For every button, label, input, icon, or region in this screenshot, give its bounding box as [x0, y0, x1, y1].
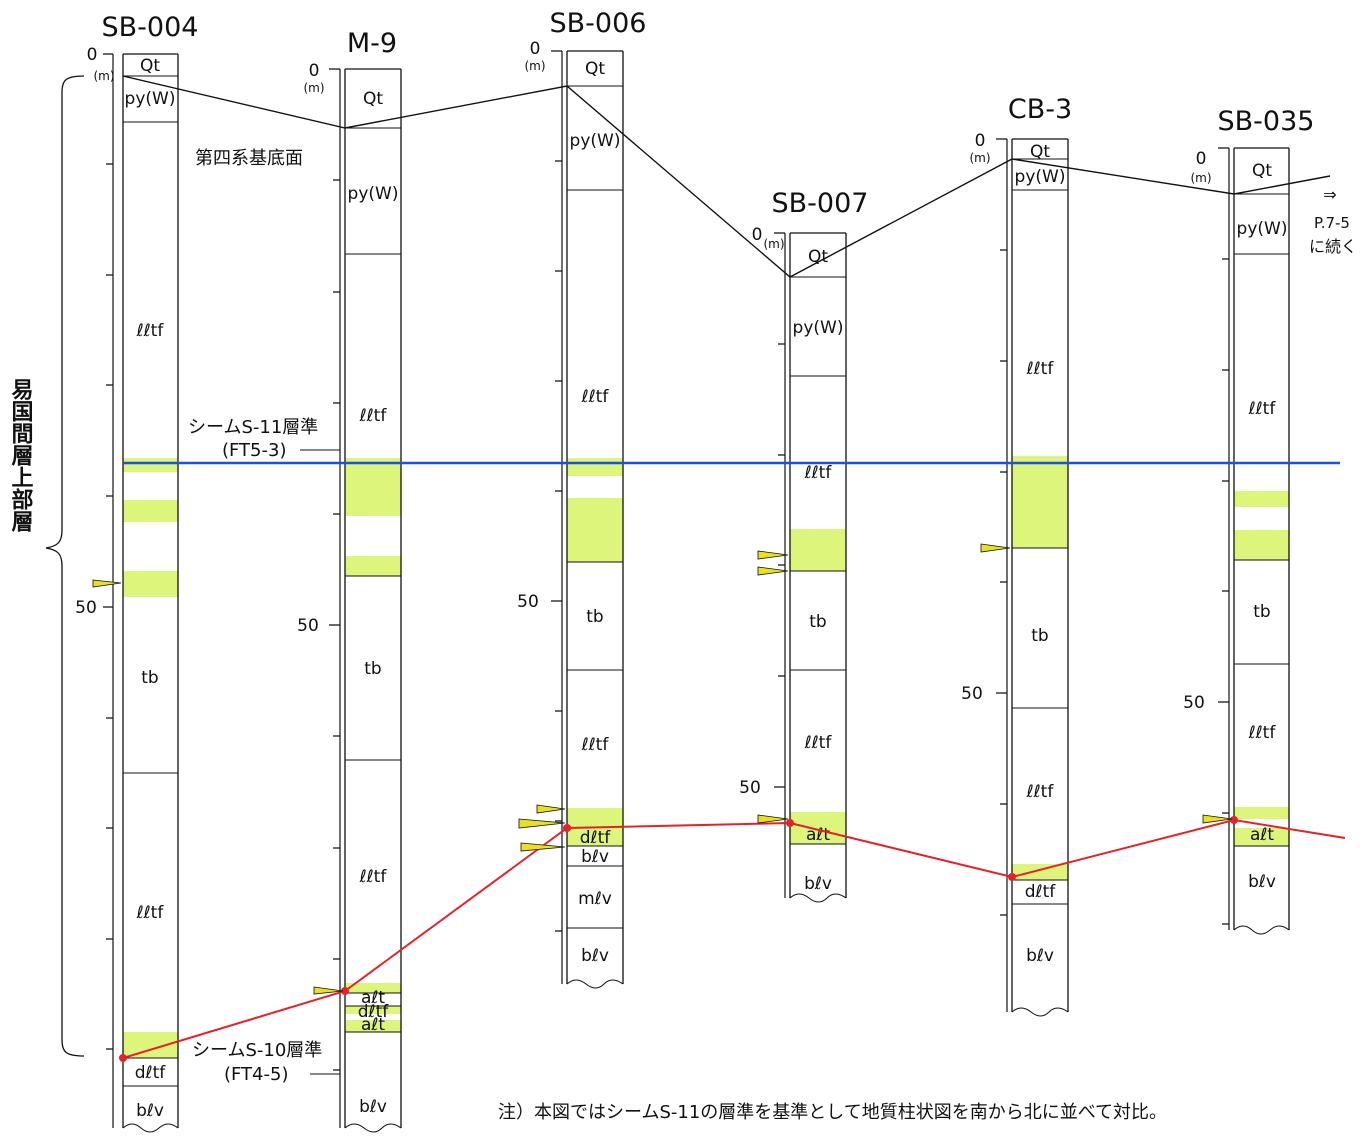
depth-unit-label: (m) — [93, 69, 114, 83]
continuation-page: P.7-5 — [1314, 214, 1350, 232]
layer-label: py(W) — [1237, 219, 1288, 239]
depth-50-label: 50 — [961, 684, 983, 704]
depth-50-label: 50 — [739, 778, 761, 798]
layer-label: py(W) — [125, 89, 176, 109]
quaternary-base-line — [122, 75, 1331, 278]
layer-label: dℓtf — [358, 1002, 389, 1022]
quaternary-base-label: 第四系基底面 — [195, 148, 303, 169]
layer-label: py(W) — [570, 131, 621, 151]
seam-s11-label: シームS-11層準 — [188, 417, 318, 438]
layer-label: dℓtf — [580, 828, 611, 848]
layer-label: Qt — [1030, 142, 1050, 162]
layer-label: ℓℓtf — [581, 735, 610, 755]
layer-label: bℓv — [804, 874, 832, 894]
seam-s10-label: シームS-10層準 — [192, 1040, 322, 1061]
upper-member-label: 易国間層上部層 — [8, 378, 34, 533]
layer-label: ℓℓtf — [804, 733, 833, 753]
borehole-columns — [122, 50, 1290, 1133]
layer-label: Qt — [140, 56, 160, 76]
layer-label: ℓℓtf — [1026, 782, 1055, 802]
borehole-titles: SB-004 M-9 SB-006 SB-007 CB-3 SB-035 — [102, 8, 1315, 219]
layer-label: aℓt — [1250, 825, 1274, 845]
layer-label: ℓℓtf — [581, 387, 610, 407]
borehole-title: SB-004 — [102, 12, 199, 43]
depth-zero-label: 0 — [975, 131, 986, 151]
layer-label: dℓtf — [135, 1063, 166, 1083]
layer-label: ℓℓtf — [1248, 399, 1277, 419]
depth-zero-label: 0 — [87, 45, 98, 65]
layer-label: tb — [141, 668, 158, 688]
borehole-title: SB-007 — [772, 188, 869, 219]
depth-scales — [103, 50, 1230, 1128]
depth-zero-label: 0 — [1196, 149, 1207, 169]
seam-s10-line — [119, 816, 1346, 1062]
layer-label: ℓℓtf — [1248, 723, 1277, 743]
depth-unit-label: (m) — [303, 81, 324, 95]
depth-50-label: 50 — [1183, 693, 1205, 713]
layer-label: ℓℓtf — [804, 463, 833, 483]
layer-label: tb — [586, 607, 603, 627]
borehole-title: CB-3 — [1008, 94, 1072, 125]
borehole-title: M-9 — [347, 28, 397, 59]
depth-unit-label: (m) — [524, 59, 545, 73]
layer-label: bℓv — [359, 1097, 387, 1117]
continuation-arrow: ⇒ — [1323, 185, 1336, 204]
layer-label: bℓv — [1248, 872, 1276, 892]
borehole-title: SB-035 — [1218, 106, 1315, 137]
layer-label: aℓt — [806, 825, 830, 845]
layer-label: aℓt — [361, 988, 385, 1008]
layer-label: py(W) — [1015, 167, 1066, 187]
layer-label: bℓv — [136, 1101, 164, 1121]
layer-label: py(W) — [793, 318, 844, 338]
layer-label: mℓv — [578, 889, 612, 909]
depth-unit-label: (m) — [969, 151, 990, 165]
depth-unit-label: (m) — [1190, 171, 1211, 185]
layer-label: py(W) — [348, 184, 399, 204]
depth-zero-label: 0 — [309, 61, 320, 81]
layer-label: tb — [364, 659, 381, 679]
sample-markers — [92, 543, 1233, 995]
depth-50-label: 50 — [297, 616, 319, 636]
layer-label: aℓt — [361, 1015, 385, 1035]
layer-label: tb — [809, 612, 826, 632]
seam-s10-code: (FT4-5) — [224, 1064, 288, 1085]
layer-label: ℓℓtf — [359, 406, 388, 426]
layer-label: Qt — [585, 59, 605, 79]
layer-label: dℓtf — [1025, 882, 1056, 902]
depth-zero-label: 0 — [530, 39, 541, 59]
layer-label: Qt — [363, 89, 383, 109]
seam-s11-code: (FT5-3) — [222, 440, 286, 461]
layer-label: ℓℓtf — [136, 903, 165, 923]
tuff-bands — [123, 456, 1289, 1058]
continuation-text: に続く — [1309, 237, 1357, 256]
layer-label: bℓv — [581, 847, 609, 867]
layer-label: Qt — [808, 247, 828, 267]
borehole-title: SB-006 — [550, 8, 647, 39]
depth-unit-label: (m) — [763, 237, 784, 251]
layer-label: ℓℓtf — [359, 867, 388, 887]
layer-label: Qt — [1252, 161, 1272, 181]
depth-50-label: 50 — [75, 598, 97, 618]
layer-label: tb — [1253, 602, 1270, 622]
layer-label: ℓℓtf — [1026, 359, 1055, 379]
layer-labels: Qt py(W) ℓℓtf tb ℓℓtf dℓtf bℓv Qt py(W) … — [125, 56, 1288, 1121]
layer-label: tb — [1031, 626, 1048, 646]
layer-label: ℓℓtf — [136, 321, 165, 341]
depth-50-label: 50 — [517, 592, 539, 612]
upper-member-bracket — [45, 75, 85, 1057]
depth-zero-label: 0 — [752, 225, 763, 245]
footnote: 注）本図ではシームS-11の層準を基準として地質柱状図を南から北に並べて対比。 — [498, 1102, 1167, 1123]
layer-label: bℓv — [1026, 946, 1054, 966]
layer-label: bℓv — [581, 946, 609, 966]
scale-labels: 0 (m) 0 (m) 0 (m) 0 (m) 0 (m) 0 (m) 50 5… — [75, 39, 1211, 798]
